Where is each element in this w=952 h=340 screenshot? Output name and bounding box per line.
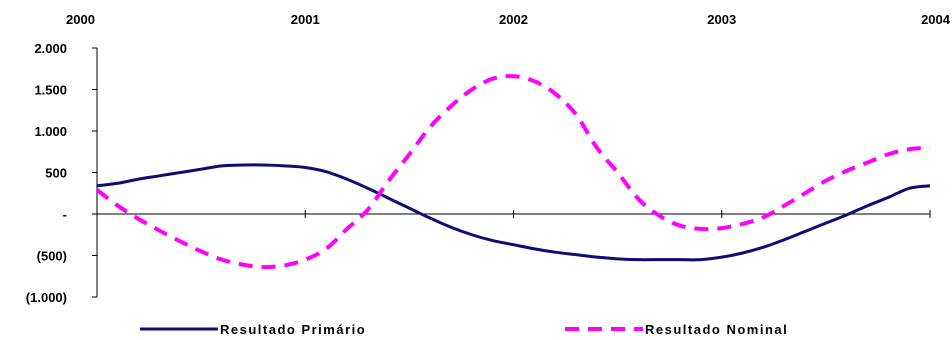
y-tick-label: 500: [45, 166, 67, 181]
y-axis-ticks: 2.000 1.500 1.000 500 - (500) (1.000): [26, 41, 97, 305]
x-tick-label: 2000: [66, 12, 95, 27]
x-tick-label: 2002: [499, 12, 528, 27]
y-tick-label: (500): [37, 249, 67, 264]
x-tick-label: 2001: [291, 12, 320, 27]
legend-label-primario: Resultado Primário: [220, 322, 366, 337]
x-tick-label: 2004: [921, 12, 951, 27]
series-lines: [95, 74, 931, 270]
y-tick-label: 2.000: [34, 41, 67, 56]
x-axis-ticks: 2000 2001 2002 2003 2004: [66, 12, 951, 218]
y-tick-label: 1.000: [34, 124, 67, 139]
y-tick-label: (1.000): [26, 290, 67, 305]
x-tick-label: 2003: [707, 12, 736, 27]
series-line-primario: [96, 163, 931, 262]
legend-label-nominal: Resultado Nominal: [645, 322, 788, 337]
legend: Resultado Primário Resultado Nominal: [140, 322, 788, 337]
y-tick-label: -: [63, 207, 67, 222]
y-tick-label: 1.500: [34, 83, 67, 98]
series-line-nominal: [95, 74, 931, 270]
